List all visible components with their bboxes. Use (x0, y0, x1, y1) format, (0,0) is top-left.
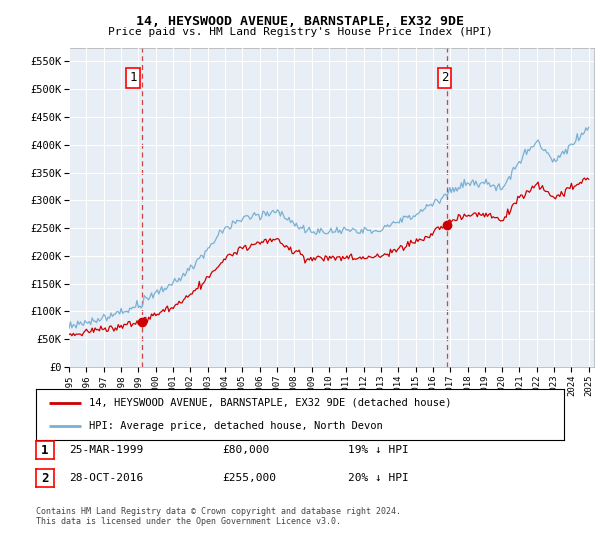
Text: HPI: Average price, detached house, North Devon: HPI: Average price, detached house, Nort… (89, 421, 383, 431)
Text: 14, HEYSWOOD AVENUE, BARNSTAPLE, EX32 9DE: 14, HEYSWOOD AVENUE, BARNSTAPLE, EX32 9D… (136, 15, 464, 28)
Text: 2: 2 (41, 472, 49, 485)
Text: 19% ↓ HPI: 19% ↓ HPI (348, 445, 409, 455)
Text: Price paid vs. HM Land Registry's House Price Index (HPI): Price paid vs. HM Land Registry's House … (107, 27, 493, 37)
Text: Contains HM Land Registry data © Crown copyright and database right 2024.
This d: Contains HM Land Registry data © Crown c… (36, 507, 401, 526)
Text: £80,000: £80,000 (222, 445, 269, 455)
Text: £255,000: £255,000 (222, 473, 276, 483)
Text: 25-MAR-1999: 25-MAR-1999 (69, 445, 143, 455)
Text: 2: 2 (441, 72, 448, 85)
Text: 28-OCT-2016: 28-OCT-2016 (69, 473, 143, 483)
Text: 1: 1 (129, 72, 137, 85)
Text: 1: 1 (41, 444, 49, 457)
Text: 20% ↓ HPI: 20% ↓ HPI (348, 473, 409, 483)
Text: 14, HEYSWOOD AVENUE, BARNSTAPLE, EX32 9DE (detached house): 14, HEYSWOOD AVENUE, BARNSTAPLE, EX32 9D… (89, 398, 451, 408)
